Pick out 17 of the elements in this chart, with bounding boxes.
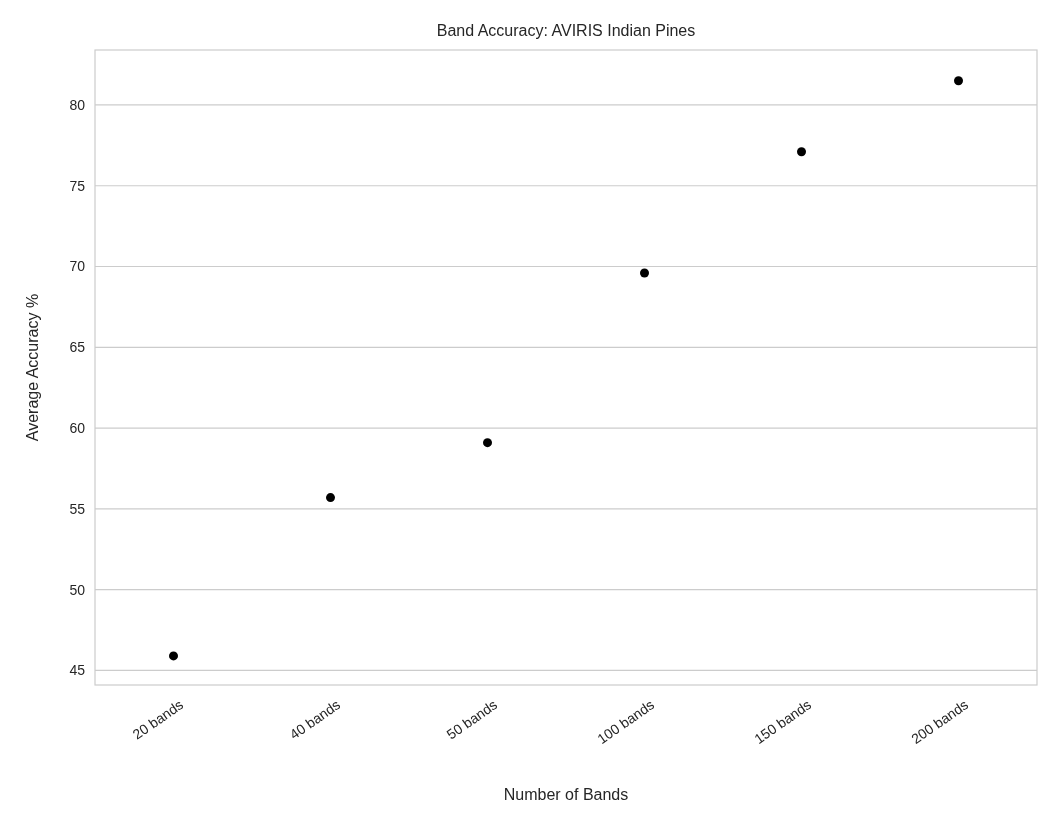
y-tick-label: 70 — [69, 258, 86, 275]
y-tick-label: 55 — [69, 500, 86, 517]
y-axis-title: Average Accuracy % — [24, 293, 41, 442]
y-tick-label: 45 — [69, 662, 86, 679]
point — [326, 493, 335, 503]
y-tick-label: 75 — [69, 177, 86, 194]
point — [640, 268, 649, 278]
y-tick-label: 50 — [69, 581, 86, 598]
point — [954, 76, 963, 86]
point — [169, 651, 178, 661]
point — [797, 147, 806, 157]
y-tick-label: 80 — [69, 96, 86, 113]
y-tick-label: 60 — [69, 419, 86, 436]
point — [483, 438, 492, 448]
chart-title: Band Accuracy: AVIRIS Indian Pines — [436, 22, 696, 39]
x-axis-title: Number of Bands — [503, 786, 629, 803]
y-tick-label: 65 — [69, 339, 86, 356]
